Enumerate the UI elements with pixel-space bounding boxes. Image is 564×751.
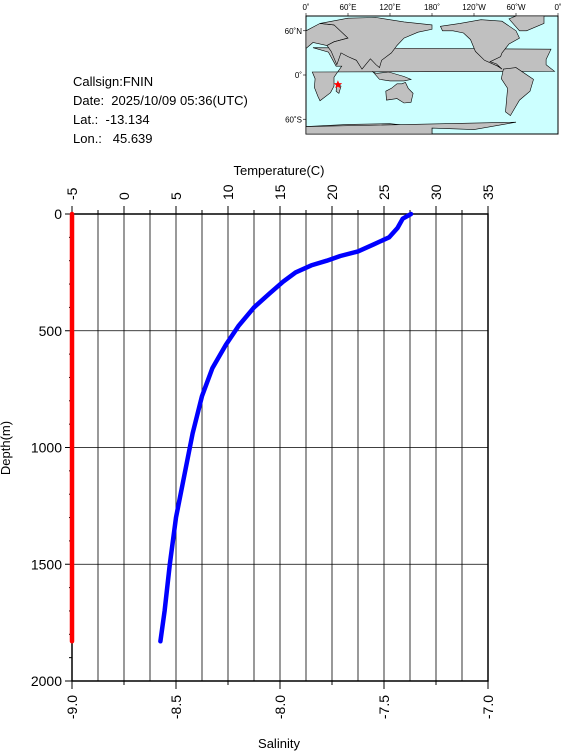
temperature-tick-label: 30 <box>428 184 444 200</box>
temperature-tick-label: 15 <box>272 184 288 200</box>
map-land-indonesia <box>372 71 413 82</box>
map-longitude-label: 180˚ <box>424 3 440 12</box>
date-text: Date: 2025/10/09 05:36(UTC) <box>73 93 248 108</box>
temperature-tick-label: 10 <box>220 184 236 200</box>
map-longitude-label: 60˚W <box>506 3 526 12</box>
station-marker-icon <box>333 80 343 89</box>
temperature-axis: -5 0 5 10 15 20 25 30 35 <box>64 184 496 214</box>
salinity-tick-label: -7.5 <box>376 695 392 719</box>
depth-tick-label: 1500 <box>31 556 62 572</box>
salinity-tick-label: -9.0 <box>64 695 80 719</box>
salinity-axis: -9.0 -8.5 -8.0 -7.5 -7.0 <box>64 681 496 719</box>
map-longitude-label: 120˚W <box>462 3 486 12</box>
salinity-tick-label: -8.0 <box>272 695 288 719</box>
map-latitude-label: 60˚S <box>285 115 302 124</box>
temperature-tick-label: 25 <box>376 184 392 200</box>
map-labels: 0˚ 60˚E 120˚E 180˚ 120˚W 60˚W 0˚ 60˚N 0˚ 60˚S <box>285 3 562 124</box>
map-latitude-label: 60˚N <box>285 27 303 36</box>
callsign-text: Callsign:FNIN <box>73 74 154 89</box>
chart-series <box>69 211 414 644</box>
longitude-text: Lon.: 45.639 <box>73 131 153 146</box>
depth-axis: 0 500 1000 1500 2000 <box>31 206 72 689</box>
depth-tick-label: 1000 <box>31 440 62 456</box>
map-land-antarctica-west <box>305 121 517 135</box>
salinity-tick-label: -8.5 <box>168 695 184 719</box>
station-info: Callsign:FNIN Date: 2025/10/09 05:36(UTC… <box>73 72 248 148</box>
world-map-inset: 0˚ 60˚E 120˚E 180˚ 120˚W 60˚W 0˚ 60˚N 0˚ 60˚S <box>285 3 562 135</box>
map-land-australia <box>385 82 414 104</box>
map-longitude-label: 120˚E <box>379 3 400 12</box>
temperature-profile-line <box>158 211 414 644</box>
temperature-tick-label: 5 <box>168 192 184 200</box>
map-land <box>305 15 556 135</box>
map-land-eurasia <box>319 17 433 70</box>
depth-tick-label: 2000 <box>31 673 62 689</box>
temperature-axis-title: Temperature(C) <box>233 163 324 178</box>
depth-tick-label: 0 <box>54 206 62 222</box>
depth-tick-label: 500 <box>39 323 63 339</box>
temperature-tick-label: 20 <box>324 184 340 200</box>
temperature-tick-label: 35 <box>480 184 496 200</box>
temperature-tick-label: 0 <box>116 192 132 200</box>
temperature-tick-label: -5 <box>64 187 80 200</box>
map-land-greenland <box>508 15 545 32</box>
map-land-south-america <box>500 67 534 117</box>
map-longitude-label: 0˚ <box>554 3 561 12</box>
map-longitude-label: 60˚E <box>340 3 357 12</box>
latitude-text: Lat.: -13.134 <box>73 112 150 127</box>
map-land-north-america <box>439 19 520 70</box>
depth-axis-title: Depth(m) <box>0 421 13 475</box>
map-longitude-label: 0˚ <box>302 3 309 12</box>
salinity-tick-label: -7.0 <box>480 695 496 719</box>
map-latitude-label: 0˚ <box>295 71 302 80</box>
salinity-axis-title: Salinity <box>258 736 300 751</box>
